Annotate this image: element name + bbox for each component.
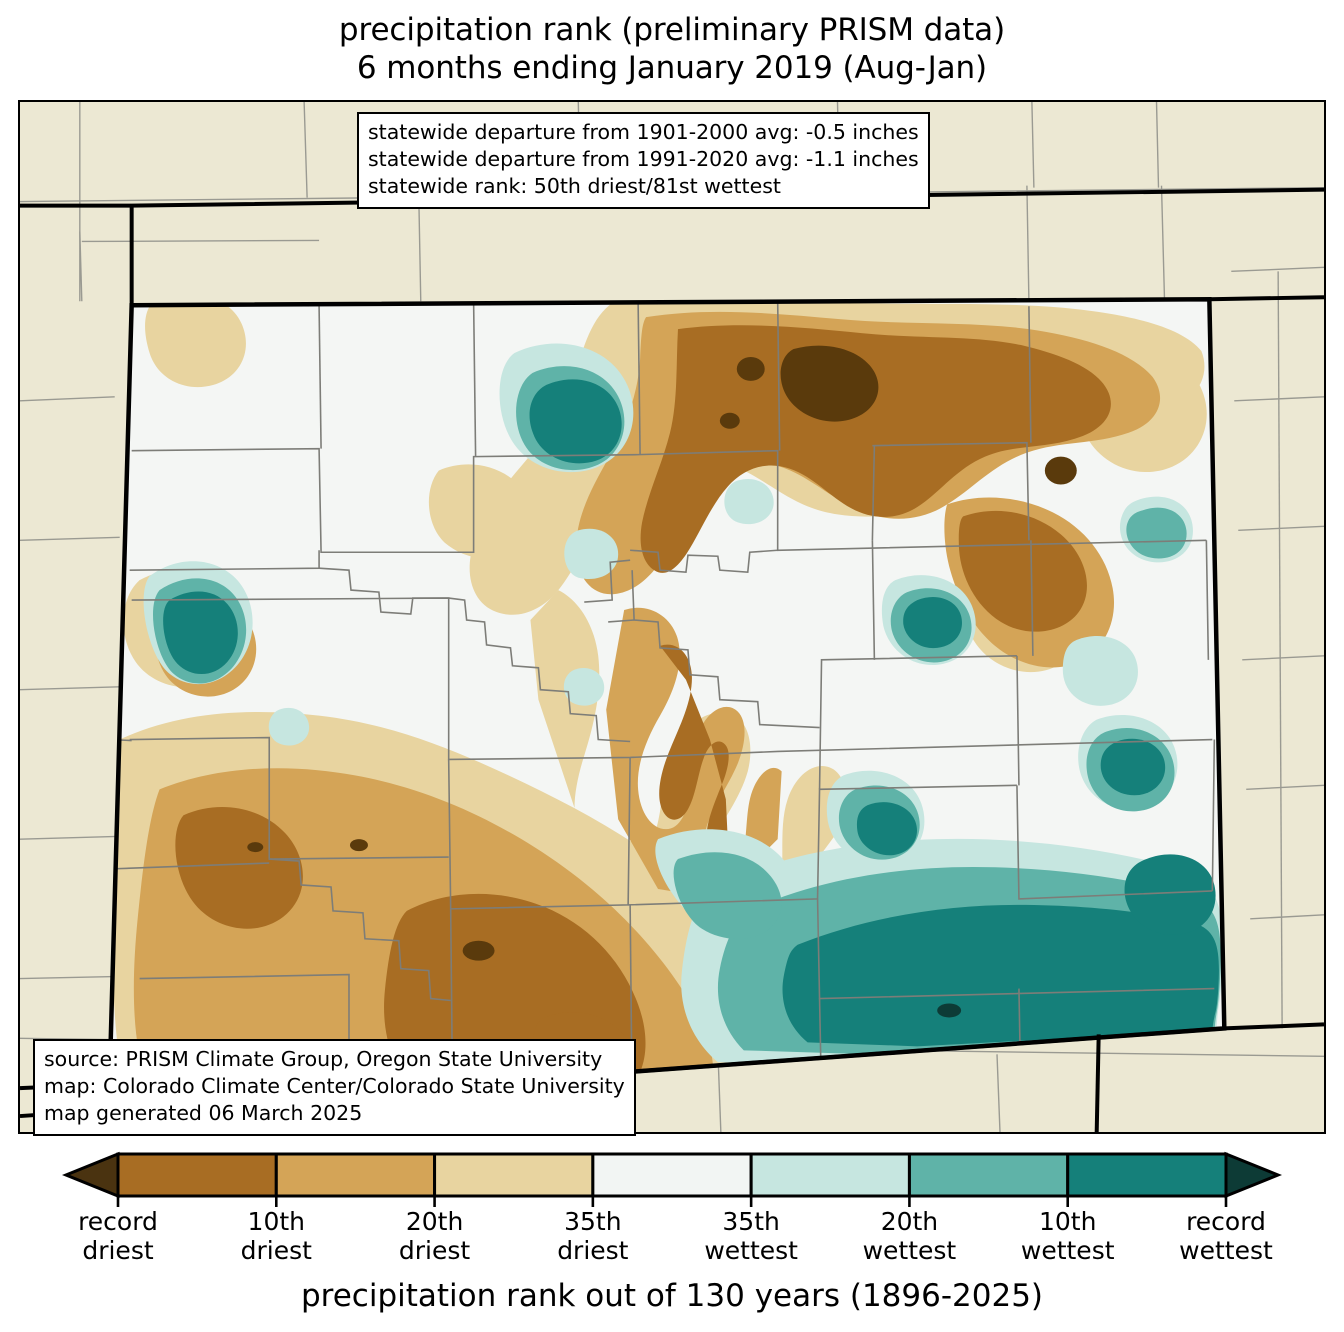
colorbar-low-extend-cap: [61, 1151, 120, 1199]
colorbar-label-2: 20th driest: [345, 1207, 525, 1265]
colorbar-label-3: 35th driest: [503, 1207, 683, 1265]
colorbar-label-bottom-1: driest: [240, 1235, 312, 1265]
colorbar-label-top-1: 10th: [247, 1207, 306, 1236]
fill-band-record-driest: [247, 345, 1077, 961]
colorbar-label-bottom-0: driest: [82, 1235, 154, 1265]
title-line-1: precipitation rank (preliminary PRISM da…: [338, 12, 1006, 48]
colorbar-band-4: [749, 1152, 911, 1198]
colorbar-band-2: [433, 1152, 595, 1198]
colorbar-label-0: record driest: [28, 1207, 208, 1265]
colorbar-label-top-2: 20th: [405, 1207, 464, 1236]
colorbar-label-top-4: 35th: [722, 1207, 780, 1236]
title-line-2: 6 months ending January 2019 (Aug-Jan): [356, 49, 988, 86]
stats-line-3: statewide rank: 50th driest/81st wettest: [368, 174, 781, 199]
colorbar-svg: [61, 1151, 1283, 1207]
colorbar-band-6: [1066, 1152, 1228, 1198]
fill-band-10th-wettest: [163, 379, 1219, 1047]
stats-line-2: statewide departure from 1991-2020 avg: …: [368, 147, 919, 172]
colorbar-label-bottom-3: driest: [557, 1235, 629, 1265]
colorbar-band-0: [116, 1152, 278, 1198]
colorbar-caption: precipitation rank out of 130 years (189…: [300, 1278, 1044, 1314]
colorbar-label-top-3: 35th: [564, 1207, 622, 1236]
statewide-stats-box: statewide departure from 1901-2000 avg: …: [357, 112, 930, 210]
colorbar-label-7: record wettest: [1136, 1207, 1316, 1265]
colorbar-label-bottom-2: driest: [398, 1235, 471, 1265]
colorbar-label-bottom-5: wettest: [862, 1235, 957, 1265]
colorbar-label-top-6: 10th: [1038, 1207, 1097, 1236]
map-canvas[interactable]: [18, 100, 1326, 1134]
stats-line-1: statewide departure from 1901-2000 avg: …: [368, 120, 919, 144]
colorbar-bands: [61, 1151, 1283, 1199]
colorbar-label-1: 10th driest: [186, 1207, 366, 1265]
source-line-2: map: Colorado Climate Center/Colorado St…: [44, 1074, 625, 1099]
colorbar-label-5: 20th wettest: [819, 1207, 999, 1265]
colorbar-band-1: [274, 1152, 437, 1198]
colorbar-high-extend-cap: [1224, 1151, 1283, 1199]
colorbar-tick-labels: record driest 10th driest 20th driest 35th drie…: [0, 1207, 1344, 1270]
colorbar-label-bottom-4: wettest: [704, 1235, 798, 1265]
colorbar-band-5: [907, 1152, 1070, 1198]
source-line-1: source: PRISM Climate Group, Oregon Stat…: [44, 1047, 603, 1071]
colorbar-label-bottom-6: wettest: [1020, 1235, 1115, 1265]
source-credit-box: source: PRISM Climate Group, Oregon Stat…: [33, 1039, 636, 1137]
state-interior: [108, 299, 1225, 1111]
colorbar: [0, 1148, 1344, 1208]
colorbar-label-top-0: record: [78, 1207, 158, 1236]
colorbar-label-bottom-7: wettest: [1179, 1235, 1273, 1265]
colorbar-band-3: [591, 1152, 753, 1198]
source-line-3: map generated 06 March 2025: [44, 1101, 363, 1126]
colorbar-label-top-5: 20th: [880, 1207, 939, 1236]
colorbar-label-6: 10th wettest: [978, 1207, 1158, 1265]
colorbar-ticks: [116, 1196, 1228, 1207]
colorbar-label-4: 35th wettest: [661, 1207, 841, 1265]
colorado-precipitation-rank-map: [20, 102, 1324, 1132]
page-title: precipitation rank (preliminary PRISM da…: [0, 12, 1344, 88]
colorbar-label-top-7: record: [1186, 1207, 1266, 1236]
colorado-county-lines: [108, 301, 1216, 1105]
